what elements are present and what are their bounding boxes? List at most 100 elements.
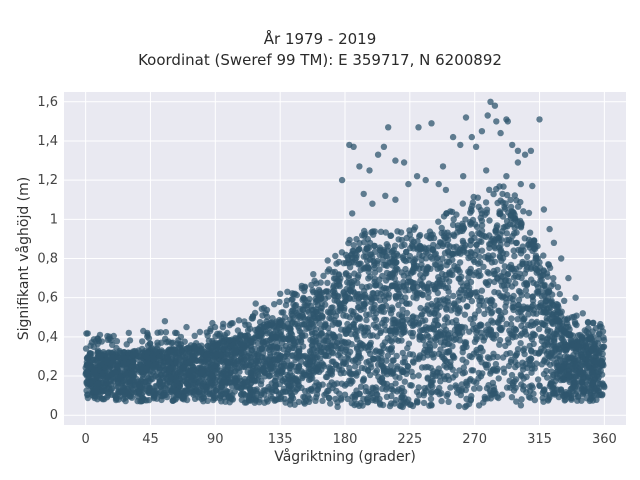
data-point — [376, 400, 384, 407]
x-tick-label: 270 — [462, 432, 487, 447]
data-point — [292, 356, 299, 364]
data-point — [241, 375, 248, 383]
data-point — [366, 167, 373, 174]
data-point — [262, 310, 269, 317]
data-point — [545, 396, 552, 403]
data-point — [517, 247, 525, 254]
data-point — [372, 282, 380, 289]
data-point — [109, 354, 117, 361]
data-point — [254, 328, 261, 335]
data-point — [147, 375, 155, 382]
data-point — [105, 366, 113, 373]
data-point — [444, 319, 452, 326]
data-point — [272, 382, 279, 389]
data-point — [438, 390, 445, 397]
data-point — [91, 387, 98, 394]
data-point — [357, 383, 365, 390]
data-point — [357, 323, 365, 330]
data-point — [429, 370, 436, 378]
data-point — [495, 319, 502, 327]
data-point — [261, 324, 268, 331]
data-point — [299, 321, 306, 328]
data-point — [191, 389, 198, 397]
data-point — [286, 325, 293, 332]
data-point — [427, 395, 435, 403]
data-point — [363, 316, 370, 324]
data-point — [435, 218, 442, 225]
data-point — [148, 344, 155, 352]
data-point — [401, 400, 408, 407]
data-point — [324, 387, 331, 395]
data-point — [371, 242, 378, 250]
data-point — [513, 239, 520, 247]
data-point — [449, 221, 457, 229]
data-point — [158, 347, 165, 354]
data-point — [539, 395, 546, 402]
data-point — [515, 296, 523, 304]
data-point — [517, 180, 524, 188]
data-point — [224, 361, 231, 368]
data-point — [416, 333, 423, 340]
data-point — [98, 338, 106, 345]
data-point — [327, 400, 334, 407]
data-point — [130, 370, 138, 378]
data-point — [338, 300, 345, 308]
data-point — [338, 249, 346, 256]
y-tick-label: 0 — [50, 408, 58, 423]
data-point — [423, 305, 430, 313]
chart-title: År 1979 - 2019 — [263, 30, 377, 48]
data-point — [454, 309, 461, 317]
data-point — [209, 319, 216, 327]
data-point — [162, 329, 170, 336]
data-point — [376, 276, 383, 283]
data-point — [312, 298, 319, 306]
data-point — [512, 363, 519, 371]
data-point — [343, 312, 350, 320]
data-point — [94, 380, 102, 387]
data-point — [502, 200, 509, 207]
data-point — [517, 340, 524, 347]
data-point — [170, 397, 177, 404]
data-point — [296, 347, 303, 355]
data-point — [515, 287, 523, 295]
data-point — [438, 224, 445, 232]
data-point — [546, 264, 554, 271]
data-point — [471, 314, 478, 322]
data-point — [413, 355, 420, 362]
data-point — [145, 334, 153, 342]
data-point — [231, 368, 238, 375]
data-point — [385, 291, 393, 298]
data-point — [399, 349, 406, 357]
data-point — [442, 186, 450, 194]
data-point — [543, 318, 550, 325]
data-point — [198, 369, 206, 377]
data-point — [348, 250, 355, 258]
data-point — [404, 344, 411, 352]
data-point — [383, 384, 391, 391]
data-point — [512, 358, 519, 366]
data-point — [348, 278, 355, 286]
data-point — [329, 288, 337, 295]
data-point — [480, 263, 487, 270]
data-point — [113, 344, 120, 352]
data-point — [173, 360, 180, 367]
data-point — [561, 346, 568, 354]
data-point — [503, 237, 510, 244]
data-point — [485, 252, 492, 259]
data-point — [422, 248, 430, 255]
data-point — [421, 346, 428, 354]
data-point — [191, 395, 199, 402]
data-point — [360, 253, 367, 260]
data-point — [561, 297, 568, 304]
data-point — [507, 384, 514, 391]
data-point — [385, 124, 392, 131]
data-point — [509, 264, 516, 272]
y-tick-label: 0,8 — [37, 252, 58, 267]
data-point — [379, 342, 386, 349]
data-point — [383, 357, 390, 364]
data-point — [517, 371, 524, 378]
data-point — [491, 258, 499, 265]
data-point — [356, 245, 363, 253]
data-point — [465, 274, 472, 281]
data-point — [450, 244, 457, 251]
